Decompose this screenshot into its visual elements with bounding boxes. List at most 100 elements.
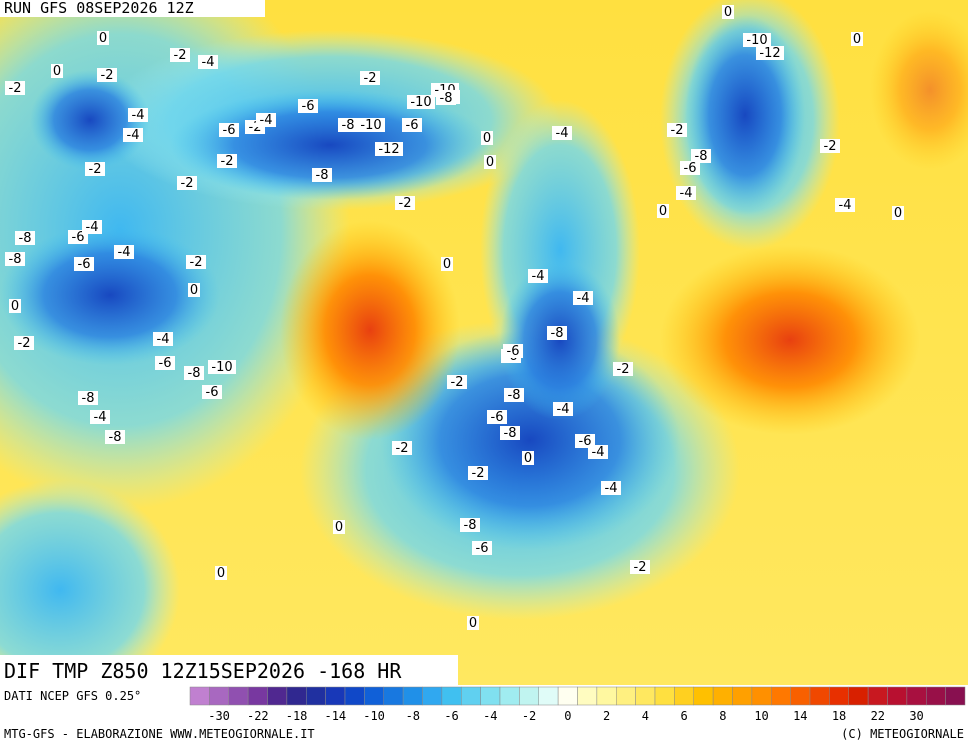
contour-label-bg — [184, 366, 204, 380]
legend-swatch — [209, 686, 229, 706]
legend-swatch — [771, 686, 791, 706]
contour-label: -10 — [410, 95, 431, 110]
contour-label: 0 — [486, 155, 494, 170]
header-box — [0, 0, 265, 17]
contour-label: 0 — [853, 32, 861, 47]
contour-label-bg — [198, 55, 218, 69]
legend-swatch — [926, 686, 946, 706]
legend-swatch — [790, 686, 811, 706]
legend-swatch — [693, 686, 714, 706]
contour-label: -4 — [532, 269, 545, 284]
contour-label: -2 — [174, 48, 187, 63]
contour-label: -6 — [159, 356, 172, 371]
legend-swatch — [402, 686, 423, 706]
contour-label: -4 — [260, 113, 273, 128]
contour-label-bg — [392, 441, 412, 455]
contour-label: -6 — [223, 123, 236, 138]
legend-tick-label: 22 — [871, 709, 885, 723]
legend-swatch — [538, 686, 559, 706]
legend-tick-label: 14 — [793, 709, 807, 723]
contour-label: -4 — [118, 245, 131, 260]
contour-label-bg — [5, 252, 25, 266]
contour-label: -8 — [316, 168, 329, 183]
contour-label-bg — [402, 118, 422, 132]
contour-labels: 0 -2 -2 -4 -2 0 -2 -4 -4 -6 -2 -4 -6 -8 -10 -10 -8 -12 -2 -… — [5, 5, 904, 631]
contour-label: -8 — [109, 430, 122, 445]
legend-swatch — [596, 686, 617, 706]
legend-swatch — [286, 686, 307, 706]
contour-label-bg — [467, 616, 479, 630]
contour-label-bg — [613, 362, 633, 376]
legend-swatch — [867, 686, 888, 706]
contour-label-bg — [552, 126, 572, 140]
legend-swatch — [519, 686, 539, 706]
legend-swatch — [267, 686, 288, 706]
contour-label: -8 — [440, 91, 453, 106]
contour-label: -4 — [839, 198, 852, 213]
contour-label: -2 — [101, 68, 114, 83]
contour-label-bg — [219, 123, 239, 137]
contour-label-bg — [657, 204, 669, 218]
contour-label-bg — [375, 142, 403, 156]
contour-label-bg — [547, 326, 567, 340]
contour-label: -12 — [759, 46, 780, 61]
contour-label-bg — [500, 426, 520, 440]
contour-label-bg — [217, 154, 237, 168]
contour-label-bg — [820, 139, 840, 153]
contour-label-bg — [155, 356, 175, 370]
contour-label-bg — [573, 291, 593, 305]
legend-tick-label: 30 — [909, 709, 923, 723]
legend-swatch — [422, 686, 443, 706]
contour-label: -10 — [746, 33, 767, 48]
contour-label: -2 — [634, 560, 647, 575]
contour-label-bg — [170, 48, 190, 62]
contour-label: 0 — [724, 5, 732, 20]
contour-label-bg — [186, 255, 206, 269]
contour-label: -8 — [551, 326, 564, 341]
contour-label-bg — [357, 118, 385, 132]
contour-label-bg — [82, 220, 102, 234]
legend-tick-label: -4 — [483, 709, 497, 723]
contour-label: -2 — [18, 336, 31, 351]
contour-label-bg — [447, 375, 467, 389]
legend-swatch — [247, 686, 268, 706]
contour-label-bg — [128, 108, 148, 122]
contour-label: -4 — [157, 332, 170, 347]
contour-label: -2 — [399, 196, 412, 211]
contour-label-bg — [188, 283, 200, 297]
legend-swatch — [906, 686, 927, 706]
contour-label: -8 — [188, 366, 201, 381]
contour-label: -2 — [824, 139, 837, 154]
contour-label: -4 — [556, 126, 569, 141]
contour-label: 0 — [53, 64, 61, 79]
map — [0, 0, 968, 700]
contour-label-bg — [835, 198, 855, 212]
legend-tick-label: -22 — [247, 709, 269, 723]
contour-label-bg — [691, 149, 711, 163]
contour-label: 0 — [524, 451, 532, 466]
contour-label: -6 — [206, 385, 219, 400]
contour-label-bg — [90, 410, 110, 424]
contour-label: -4 — [605, 481, 618, 496]
legend-swatch — [809, 686, 830, 706]
contour-label: -6 — [406, 118, 419, 133]
contour-label-bg — [9, 299, 21, 313]
legend-tick-label: 2 — [603, 709, 610, 723]
contour-label: -6 — [491, 410, 504, 425]
contour-label-bg — [553, 402, 573, 416]
contour-label: 0 — [483, 131, 491, 146]
contour-label-bg — [892, 206, 904, 220]
contour-label-bg — [575, 434, 595, 448]
contour-label-bg — [522, 451, 534, 465]
contour-label-bg — [123, 128, 143, 142]
legend-tick-label: 8 — [719, 709, 726, 723]
contour-label: -4 — [592, 445, 605, 460]
contour-label-bg — [333, 520, 345, 534]
contour-label: -4 — [94, 410, 107, 425]
contour-label: -6 — [507, 344, 520, 359]
contour-label-bg — [51, 64, 63, 78]
legend-tick-label: 0 — [564, 709, 571, 723]
legend-swatch — [557, 686, 578, 706]
legend-tick-label: -6 — [444, 709, 458, 723]
